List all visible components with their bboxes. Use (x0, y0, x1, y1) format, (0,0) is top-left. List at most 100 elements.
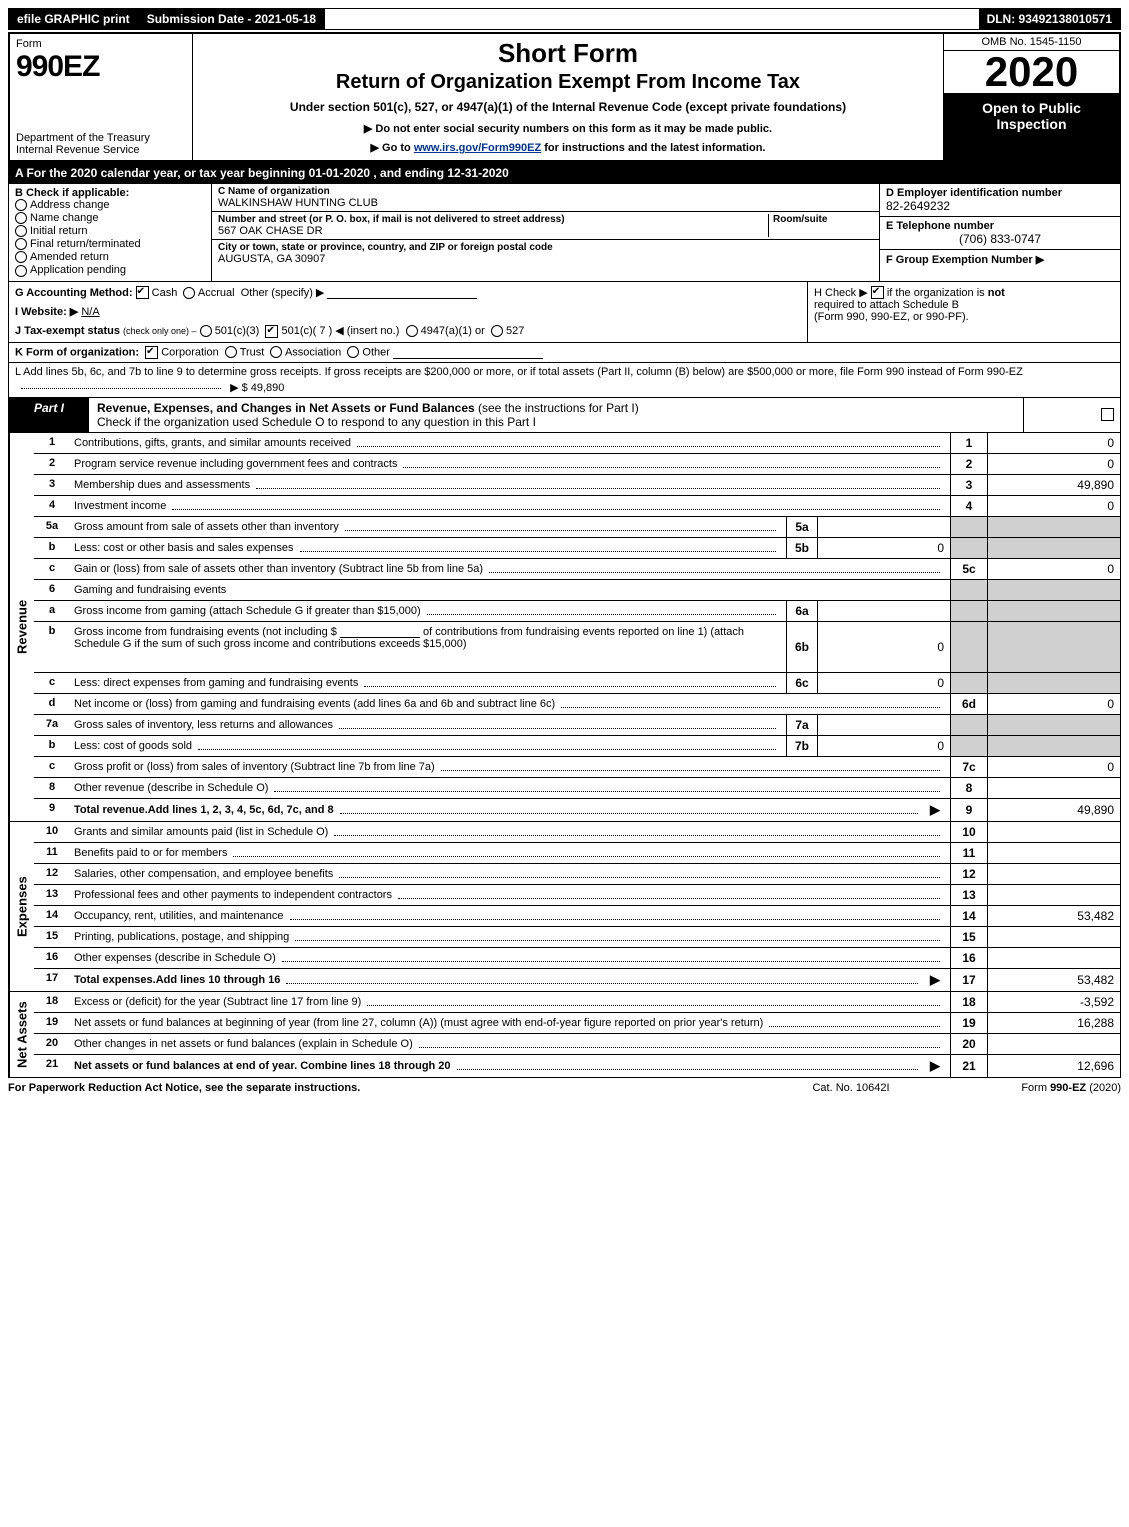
line-desc: Contributions, gifts, grants, and simila… (70, 433, 950, 453)
form-ref-number: 990-EZ (1050, 1082, 1086, 1094)
line-right-num: 14 (950, 906, 987, 926)
check-address-change[interactable] (15, 199, 27, 211)
check-association[interactable] (270, 346, 282, 358)
line-6a: aGross income from gaming (attach Schedu… (34, 600, 1120, 621)
check-cash[interactable] (136, 286, 149, 299)
radio-501c3[interactable] (200, 325, 212, 337)
line-value (987, 538, 1120, 558)
label-other-method: Other (specify) ▶ (241, 287, 325, 299)
check-name-change[interactable] (15, 212, 27, 224)
check-initial-return[interactable] (15, 225, 27, 237)
line-value (987, 517, 1120, 537)
inner-val: 0 (818, 736, 950, 756)
phone-label: E Telephone number (886, 220, 1114, 232)
return-title: Return of Organization Exempt From Incom… (199, 71, 937, 94)
ein-value: 82-2649232 (886, 199, 1114, 213)
inner-num: 7a (786, 715, 818, 735)
sections-def: D Employer identification number 82-2649… (879, 184, 1120, 281)
inner-num: 6c (786, 673, 818, 693)
check-corporation[interactable] (145, 346, 158, 359)
contrib-amount-field[interactable] (340, 625, 420, 638)
line-desc: Gaming and fundraising events (70, 580, 950, 600)
line-6b: bGross income from fundraising events (n… (34, 621, 1120, 672)
check-accrual[interactable] (183, 287, 195, 299)
line-value: 49,890 (987, 475, 1120, 495)
radio-501c[interactable] (265, 325, 278, 338)
top-bar: efile GRAPHIC print Submission Date - 20… (8, 8, 1121, 30)
label-501c: 501(c)( 7 ) ◀ (insert no.) (282, 325, 400, 337)
line-right-num: 6d (950, 694, 987, 714)
line-desc: Net assets or fund balances at beginning… (70, 1013, 950, 1033)
inner-val (818, 601, 950, 621)
line-1: 1Contributions, gifts, grants, and simil… (34, 433, 1120, 453)
section-l-text: L Add lines 5b, 6c, and 7b to line 9 to … (15, 366, 1023, 378)
line-10: 10Grants and similar amounts paid (list … (34, 822, 1120, 842)
line-desc: Gross sales of inventory, less returns a… (70, 715, 786, 735)
other-org-field[interactable] (393, 346, 543, 359)
section-h: H Check ▶ if the organization is not req… (807, 282, 1120, 342)
line-desc: Gross amount from sale of assets other t… (70, 517, 786, 537)
label-corporation: Corporation (161, 346, 218, 358)
paperwork-notice: For Paperwork Reduction Act Notice, see … (8, 1082, 761, 1094)
line-desc: Less: cost or other basis and sales expe… (70, 538, 786, 558)
line-19: 19Net assets or fund balances at beginni… (34, 1012, 1120, 1033)
line-value (987, 601, 1120, 621)
line-num: 14 (34, 906, 70, 926)
line-right-num (950, 622, 987, 672)
inner-num: 5b (786, 538, 818, 558)
line-desc: Investment income (70, 496, 950, 516)
revenue-side-label: Revenue (9, 433, 34, 821)
line-right-num: 7c (950, 757, 987, 777)
line-14: 14Occupancy, rent, utilities, and mainte… (34, 905, 1120, 926)
form-reference: Form 990-EZ (2020) (941, 1082, 1121, 1094)
irs-link[interactable]: www.irs.gov/Form990EZ (414, 142, 541, 154)
form-of-org-label: K Form of organization: (15, 346, 139, 358)
radio-4947a1[interactable] (406, 325, 418, 337)
line-num: b (34, 736, 70, 756)
expenses-section: Expenses 10Grants and similar amounts pa… (8, 822, 1121, 992)
city-label: City or town, state or province, country… (218, 242, 873, 253)
line-num: c (34, 673, 70, 693)
schedule-o-checkbox[interactable] (1101, 408, 1114, 421)
line-value: 0 (987, 694, 1120, 714)
section-l: L Add lines 5b, 6c, and 7b to line 9 to … (8, 363, 1121, 398)
radio-527[interactable] (491, 325, 503, 337)
check-amended-return[interactable] (15, 251, 27, 263)
form-number: 990EZ (16, 50, 186, 84)
check-schedule-b-not-required[interactable] (871, 286, 884, 299)
line-value: 0 (987, 496, 1120, 516)
line-num: 18 (34, 992, 70, 1012)
inner-val (818, 715, 950, 735)
efile-print-button[interactable]: efile GRAPHIC print (9, 9, 139, 29)
expenses-side-label: Expenses (9, 822, 34, 991)
other-method-field[interactable] (327, 286, 477, 299)
check-final-return[interactable] (15, 238, 27, 250)
department-label: Department of the Treasury (16, 132, 186, 144)
label-cash: Cash (152, 287, 178, 299)
line-value: 0 (987, 757, 1120, 777)
line-value (987, 948, 1120, 968)
section-c: C Name of organization WALKINSHAW HUNTIN… (212, 184, 879, 281)
line-num: 5a (34, 517, 70, 537)
tax-exempt-hint: (check only one) – (123, 326, 197, 336)
line-num: 17 (34, 969, 70, 991)
line-right-num (950, 538, 987, 558)
tax-period-row: A For the 2020 calendar year, or tax yea… (8, 162, 1121, 184)
line-num: 3 (34, 475, 70, 495)
line-right-num: 19 (950, 1013, 987, 1033)
line-desc: Other expenses (describe in Schedule O) (70, 948, 950, 968)
line-right-num: 10 (950, 822, 987, 842)
line-right-num: 2 (950, 454, 987, 474)
line-18: 18Excess or (deficit) for the year (Subt… (34, 992, 1120, 1012)
line-num: b (34, 622, 70, 672)
line-right-num (950, 736, 987, 756)
line-right-num: 1 (950, 433, 987, 453)
website-value: N/A (81, 306, 99, 318)
line-num: 8 (34, 778, 70, 798)
city-value: AUGUSTA, GA 30907 (218, 253, 873, 265)
check-application-pending[interactable] (15, 265, 27, 277)
line-desc: Less: direct expenses from gaming and fu… (70, 673, 786, 693)
check-trust[interactable] (225, 346, 237, 358)
line-value: 0 (987, 454, 1120, 474)
check-other-org[interactable] (347, 346, 359, 358)
